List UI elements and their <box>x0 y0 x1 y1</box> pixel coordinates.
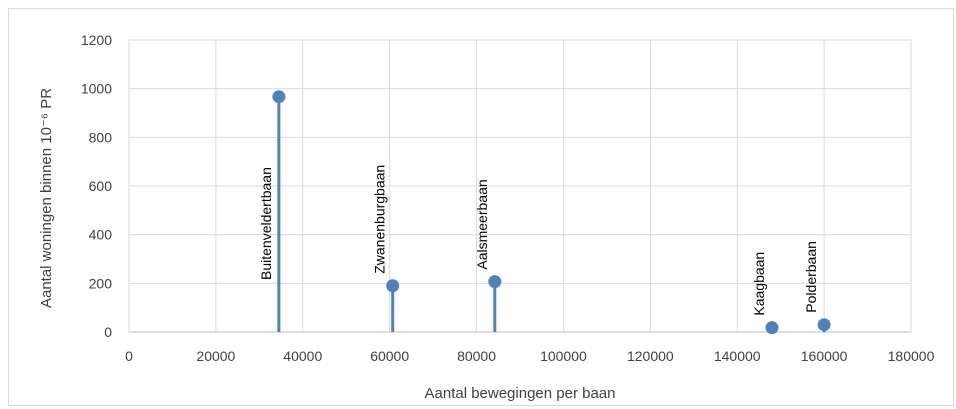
y-tick-label: 400 <box>89 227 113 243</box>
data-point <box>488 275 502 289</box>
y-tick-label: 1000 <box>81 81 112 97</box>
data-point <box>817 318 831 332</box>
gridlines <box>128 39 912 332</box>
y-tick-label: 800 <box>89 129 113 145</box>
point-label: Buitenveldertbaan <box>258 167 274 280</box>
y-tick-label: 1200 <box>81 32 112 48</box>
y-tick-label: 200 <box>89 275 113 291</box>
data-point <box>272 90 286 104</box>
data-point <box>386 279 400 293</box>
x-axis-title: Aantal bewegingen per baan <box>425 385 616 402</box>
x-tick-label: 0 <box>125 348 133 364</box>
point-label: Polderbaan <box>803 241 819 313</box>
x-tick-label: 80000 <box>457 348 496 364</box>
axes: 0 200 400 600 800 1000 1200 0 20000 40000 60000 800… <box>81 32 935 364</box>
x-tick-label: 60000 <box>370 348 409 364</box>
x-tick-label: 40000 <box>283 348 322 364</box>
y-axis-title: Aantal woningen binnen 10⁻⁶ PR <box>38 88 55 308</box>
x-tick-label: 160000 <box>801 348 848 364</box>
x-tick-label: 120000 <box>627 348 674 364</box>
point-label: Aalsmeerbaan <box>474 179 490 269</box>
x-tick-label: 180000 <box>888 348 935 364</box>
data-marks: Buitenveldertbaan Zwanenburgbaan Aalsmeerb… <box>258 90 831 335</box>
x-tick-label: 20000 <box>196 348 235 364</box>
point-label: Zwanenburgbaan <box>372 165 388 274</box>
data-point <box>765 321 779 335</box>
chart-frame <box>8 8 954 406</box>
y-tick-label: 0 <box>104 324 112 340</box>
x-tick-label: 140000 <box>714 348 761 364</box>
x-tick-label: 100000 <box>540 348 587 364</box>
y-tick-label: 600 <box>89 178 113 194</box>
point-label: Kaagbaan <box>751 252 767 316</box>
